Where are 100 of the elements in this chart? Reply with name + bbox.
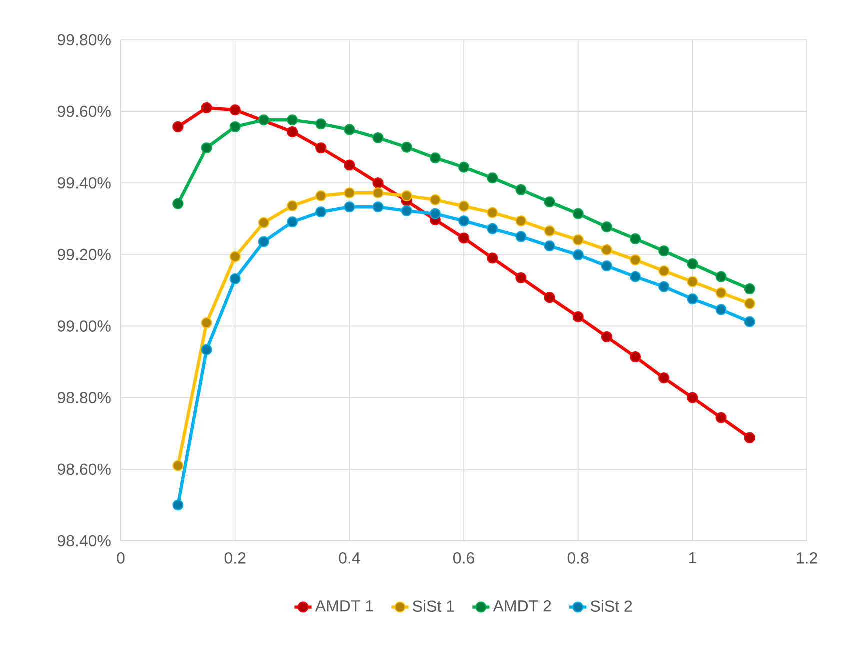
legend-label: AMDT 1 [315, 600, 374, 612]
point [344, 188, 356, 199]
legend-label: SiSt 1 [413, 600, 454, 612]
point [658, 281, 670, 292]
legend-label: SiSt 2 [590, 600, 632, 612]
point [201, 102, 212, 114]
point [172, 121, 184, 132]
point [372, 188, 384, 199]
point [344, 160, 356, 171]
point [458, 232, 470, 244]
y-tick-label: 99.40% [58, 177, 111, 189]
point [716, 412, 727, 424]
point [344, 124, 356, 136]
point [544, 226, 556, 237]
point [572, 208, 584, 220]
point [630, 352, 641, 363]
point [572, 250, 584, 261]
x-tick-label: 0 [117, 552, 125, 564]
point [487, 207, 498, 218]
point [630, 271, 641, 282]
point [430, 208, 441, 220]
point [316, 190, 327, 202]
point [372, 202, 384, 213]
point [544, 196, 556, 208]
point [458, 200, 470, 212]
point [316, 206, 327, 218]
y-tick-label: 99.80% [58, 34, 111, 46]
point [201, 318, 212, 329]
point [630, 233, 641, 244]
point [487, 252, 498, 264]
point [172, 460, 184, 472]
point [316, 118, 327, 130]
x-tick-label: 0.6 [454, 552, 474, 564]
point [601, 260, 612, 272]
point [687, 258, 698, 270]
y-tick-label: 98.40% [58, 535, 111, 547]
point [316, 142, 327, 154]
point [687, 276, 698, 288]
point [230, 274, 241, 285]
point [658, 266, 670, 277]
point [716, 287, 727, 298]
point [716, 271, 727, 282]
point [487, 223, 498, 234]
x-tick-label: 0.2 [224, 552, 246, 564]
point [401, 206, 412, 217]
point [572, 234, 584, 246]
point [430, 194, 441, 206]
point [172, 198, 184, 210]
point [287, 114, 298, 126]
point [372, 178, 384, 189]
y-tick-label: 99.00% [58, 320, 111, 332]
point [744, 432, 756, 444]
point [544, 292, 556, 304]
point [287, 216, 298, 228]
point [230, 251, 241, 262]
point [230, 121, 241, 132]
point [430, 152, 441, 164]
point [258, 236, 270, 248]
point [601, 332, 612, 343]
point [458, 162, 470, 173]
point [744, 298, 756, 310]
y-tick-label: 98.60% [58, 464, 111, 476]
point [458, 216, 470, 227]
y-tick-label: 99.20% [58, 249, 111, 260]
point [516, 216, 527, 227]
point [258, 114, 270, 126]
y-tick-label: 98.80% [58, 392, 111, 404]
point [601, 244, 612, 256]
point [716, 304, 727, 316]
y-tick-label: 99.60% [58, 106, 111, 118]
x-tick-label: 0.8 [568, 552, 589, 564]
point [687, 294, 698, 305]
point [744, 284, 756, 295]
point [401, 142, 412, 153]
point [287, 126, 298, 138]
point [401, 190, 412, 202]
legend-label: AMDT 2 [493, 600, 552, 612]
point [287, 200, 298, 212]
point [516, 184, 527, 196]
x-tick-label: 0.4 [339, 552, 360, 564]
point [344, 202, 356, 213]
point [258, 217, 270, 228]
point [744, 316, 756, 328]
point [516, 231, 527, 242]
point [601, 222, 612, 233]
point [201, 344, 212, 356]
point [172, 500, 184, 511]
x-tick-label: 1 [689, 552, 696, 564]
point [487, 172, 498, 184]
point [572, 311, 584, 322]
point [201, 142, 212, 154]
point [630, 254, 641, 266]
point [544, 240, 556, 252]
point [687, 392, 698, 404]
point [658, 372, 670, 384]
point [230, 104, 241, 116]
point [516, 272, 527, 284]
point [658, 246, 670, 257]
point [372, 132, 384, 144]
x-tick-label: 1.2 [797, 552, 818, 564]
